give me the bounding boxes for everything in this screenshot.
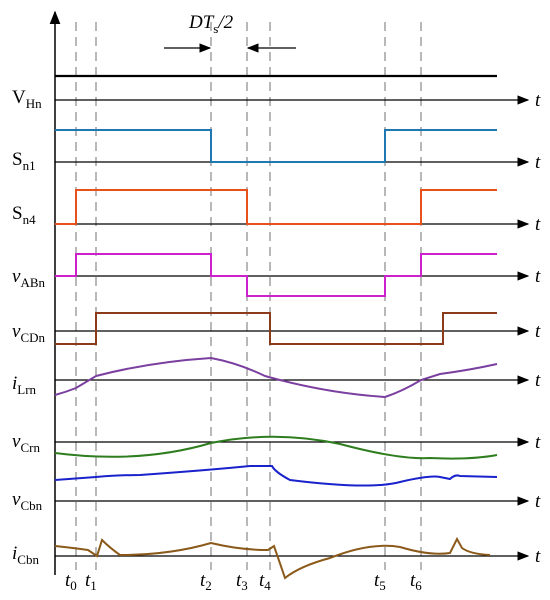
axis-time-symbol-vabn: t: [535, 266, 541, 287]
waveform-ilrn: [54, 356, 498, 399]
signal-label-sn4: Sn4: [12, 203, 36, 227]
time-marker-label-5: t5: [374, 570, 386, 593]
time-marker-sub-0: 0: [70, 578, 77, 593]
time-marker-sub-5: 5: [379, 578, 386, 593]
time-marker-sub-4: 4: [264, 578, 271, 593]
axis-time-symbol-ilrn: t: [535, 370, 541, 391]
time-marker-label-2: t2: [200, 570, 212, 593]
signal-label-vcrn: vCrn: [12, 431, 40, 455]
signal-label-main-sn1: S: [12, 149, 23, 170]
axis-time-symbol-vcdn: t: [535, 321, 541, 342]
axis-time-symbol-vcbn: t: [535, 491, 541, 512]
signal-label-sub-vcrn: Crn: [20, 440, 40, 455]
signal-label-main-vhn: V: [12, 87, 26, 108]
axis-time-symbol-sn4: t: [535, 214, 541, 235]
time-marker-sub-3: 3: [241, 578, 248, 593]
time-marker-sub-1: 1: [90, 578, 97, 593]
time-marker-label-6: t6: [410, 570, 422, 593]
annotation-main: DT: [188, 12, 215, 33]
signal-axes: t t t t t t t t t: [55, 90, 541, 567]
time-marker-label-1: t1: [85, 570, 97, 593]
signal-label-main-icbn: i: [12, 543, 17, 564]
signal-label-sub-ilrn: Lrn: [17, 382, 36, 397]
signal-label-sub-vcdn: CDn: [20, 330, 45, 345]
time-marker-label-0: t0: [65, 570, 77, 593]
signal-label-sub-vabn: ABn: [20, 275, 45, 290]
waveform-vcrn: [54, 435, 498, 460]
signal-label-main-sn4: S: [12, 203, 23, 224]
time-marker-main-3: t: [236, 570, 242, 591]
signal-label-main-vabn: v: [12, 266, 21, 287]
signal-label-vabn: vABn: [12, 266, 45, 290]
signal-label-sub-sn4: n4: [23, 212, 37, 227]
waveform-vcbn: [54, 465, 498, 487]
waveform-vabn: [55, 253, 497, 297]
svg-text:DTs/2: DTs/2: [188, 12, 234, 36]
signal-label-main-vcrn: v: [12, 431, 21, 452]
axis-time-symbol-vcrn: t: [535, 432, 541, 453]
time-marker-main-1: t: [85, 570, 91, 591]
waveform-icbn: [54, 536, 491, 580]
time-marker-sub-2: 2: [205, 578, 212, 593]
axis-time-symbol-icbn: t: [535, 546, 541, 567]
signal-label-ilrn: iLrn: [12, 373, 37, 397]
dts-half-annotation: DTs/2: [164, 12, 296, 53]
signal-label-main-ilrn: i: [12, 373, 17, 394]
signal-label-vhn: VHn: [12, 87, 42, 111]
time-marker-label-3: t3: [236, 570, 248, 593]
time-marker-main-2: t: [200, 570, 206, 591]
signal-label-sub-sn1: n1: [23, 158, 36, 173]
signal-label-sub-icbn: Cbn: [17, 552, 39, 567]
signal-label-sn1: Sn1: [12, 149, 36, 173]
signal-label-icbn: iCbn: [12, 543, 39, 567]
axis-time-symbol-vhn: t: [535, 90, 541, 111]
time-marker-label-4: t4: [259, 570, 271, 593]
axis-time-symbol-sn1: t: [535, 152, 541, 173]
waveform-vcdn: [55, 312, 497, 345]
signal-label-main-vcdn: v: [12, 321, 21, 342]
waveform-sn4: [55, 189, 497, 225]
time-marker-labels: t0 t1 t2 t3 t4 t5 t6: [65, 570, 422, 593]
time-marker-main-4: t: [259, 570, 265, 591]
annotation-suffix: /2: [217, 12, 233, 33]
waveform-sn1: [55, 129, 497, 163]
signal-label-vcbn: vCbn: [12, 489, 43, 513]
signal-label-sub-vhn: Hn: [26, 96, 42, 111]
annotation-subscript: s: [213, 21, 218, 36]
time-marker-main-5: t: [374, 570, 380, 591]
time-marker-main-0: t: [65, 570, 71, 591]
signal-label-sub-vcbn: Cbn: [20, 498, 42, 513]
signal-label-main-vcbn: v: [12, 489, 21, 510]
signal-waveforms: [54, 74, 498, 580]
signal-label-vcdn: vCDn: [12, 321, 45, 345]
time-marker-main-6: t: [410, 570, 416, 591]
time-marker-sub-6: 6: [415, 578, 422, 593]
